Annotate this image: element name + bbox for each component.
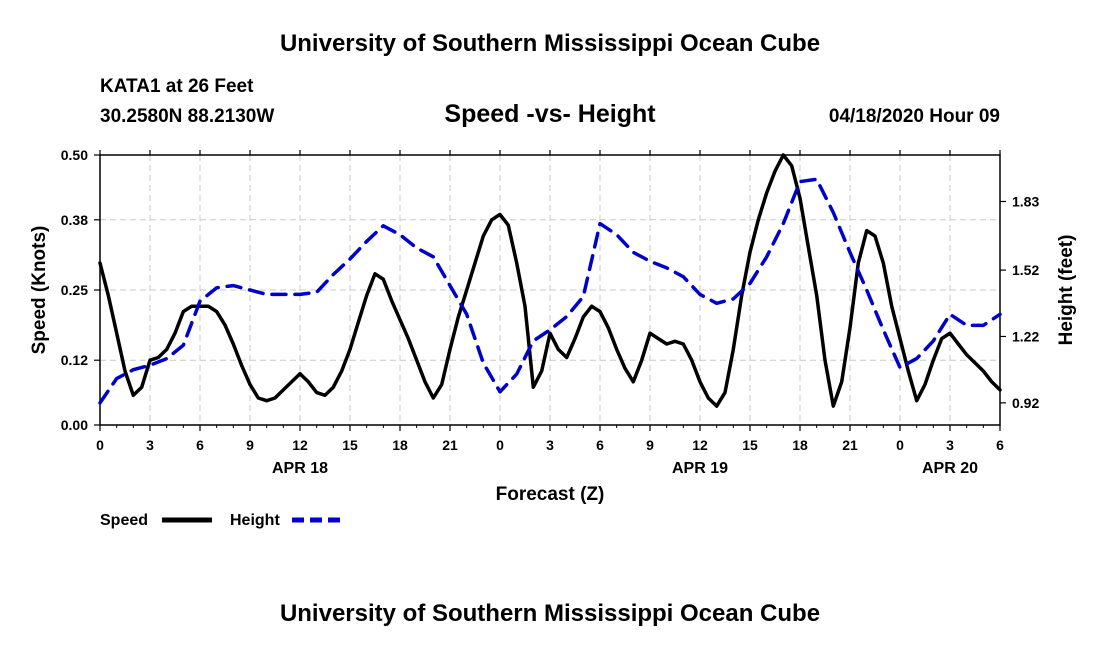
date-label: APR 19 [672,460,728,477]
x-tick-label: 6 [596,437,604,453]
series-line-height [98,177,1002,405]
station-name: KATA1 at 26 Feet [100,76,254,97]
header-title: University of Southern Mississippi Ocean… [279,30,821,57]
y2-tick-label: 1.52 [1012,262,1039,278]
y2-tick-label: 1.22 [1012,328,1039,344]
x-tick-label: 0 [96,437,104,453]
x-tick-label: 18 [792,437,808,453]
x-tick-label: 0 [896,437,904,453]
x-tick-label: 15 [342,437,358,453]
x-tick-label: 3 [946,437,954,453]
x-tick-label: 6 [996,437,1004,453]
y-tick-label: 0.00 [61,417,88,433]
chart-title: Speed -vs- Height [444,100,656,128]
x-tick-label: 3 [546,437,554,453]
legend-label-speed: Speed [100,512,148,529]
y-tick-label: 0.50 [61,147,88,163]
x-tick-label: 21 [442,437,458,453]
x-tick-label: 9 [246,437,254,453]
x-axis-title: Forecast (Z) [496,484,605,505]
y-tick-label: 0.12 [61,352,88,368]
x-tick-label: 9 [646,437,654,453]
date-label: APR 18 [272,460,328,477]
y2-axis-title: Height (feet) [1056,235,1077,346]
y2-tick-label: 0.92 [1012,395,1039,411]
y-tick-label: 0.25 [61,282,88,298]
x-tick-label: 3 [146,437,154,453]
y-axis-title: Speed (Knots) [29,226,50,355]
x-tick-label: 0 [496,437,504,453]
x-tick-label: 18 [392,437,408,453]
footer-title: University of Southern Mississippi Ocean… [279,600,821,627]
x-tick-label: 21 [842,437,858,453]
y-tick-label: 0.38 [61,212,88,228]
station-coords: 30.2580N 88.2130W [100,106,275,127]
y2-tick-label: 1.83 [1012,193,1039,209]
x-tick-label: 12 [692,437,708,453]
date-label: APR 20 [922,460,978,477]
legend-label-height: Height [230,512,280,529]
x-tick-label: 12 [292,437,308,453]
series-line-speed [98,153,1002,408]
timestamp: 04/18/2020 Hour 09 [828,106,1000,127]
x-tick-label: 15 [742,437,758,453]
x-tick-label: 6 [196,437,204,453]
